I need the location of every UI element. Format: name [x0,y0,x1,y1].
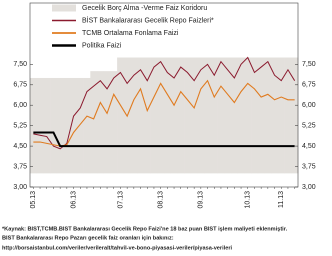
corridor [170,57,178,174]
corridor [83,77,91,174]
corridor [277,57,285,174]
plot-frame [29,2,299,188]
corridor [36,77,44,174]
x-tick-label: 09.13 [198,191,205,209]
y2-tick-label: 5,25 [302,123,316,130]
corridor [217,57,225,174]
x-tick-label: 08.13 [157,191,164,209]
y2-tick-label: 6,00 [302,102,316,109]
y-tick-label: 3,00 [13,184,27,191]
note: BIST Bankalararası Repo Pazarı gecelik f… [2,235,174,241]
x-tick-label: 11.13 [278,191,285,208]
y-tick-label: 4,50 [13,143,27,150]
corridor [291,57,299,174]
y2-tick-label: 3,75 [302,163,316,170]
y-tick-label: 6,00 [13,102,27,109]
corridor [184,57,192,174]
corridor [197,57,205,174]
corridor [177,57,185,174]
corridor [50,77,58,174]
corridor [210,57,218,174]
corridor [76,77,84,174]
y-tick-label: 6,75 [13,82,27,89]
legend-label: BİST Bankalararası Gecelik Repo Faizleri… [82,15,214,24]
y2-tick-label: 7,50 [302,61,316,68]
x-tick-label: 07.13 [117,191,124,209]
note: http://borsaistanbul.com/veriler/veriler… [2,245,232,251]
corridor [103,71,111,174]
line-series [33,131,295,148]
legend-label: Politika Faizi [82,42,122,49]
corridor [63,77,71,174]
legend-label: Gecelik Borç Alma -Verme Faiz Koridoru [82,5,207,12]
corridor [30,77,37,174]
corridor [90,71,98,174]
corridor [97,71,104,174]
corridor [284,57,292,174]
corridor [164,57,171,174]
corridor [157,57,165,174]
corridor [137,57,145,174]
corridor [117,57,125,174]
corridor [150,57,158,174]
y2-tick-label: 4,50 [302,143,316,150]
corridor [237,57,245,174]
legend-swatch [52,4,76,12]
corridor [244,57,252,174]
note: *Kaynak: BIST,TCMB.BIST Bankalararası Ge… [2,226,288,232]
y-tick-label: 3,75 [13,163,27,170]
x-tick-label: 06.13 [70,191,77,209]
x-tick-label: 05.13 [30,191,37,209]
corridor [204,57,212,174]
corridor [271,57,279,174]
corridor [224,57,232,174]
corridor [143,57,151,174]
y2-tick-label: 3,00 [302,184,316,191]
corridor [130,57,138,174]
y-tick-label: 5,25 [13,123,27,130]
corridor [264,57,272,174]
y-tick-label: 7,50 [13,61,27,68]
line-series [33,56,296,150]
corridor [43,77,51,174]
line-series [33,79,295,147]
corridor [190,57,198,174]
corridor [257,57,265,174]
y2-tick-label: 6,75 [302,82,316,89]
corridor [56,77,64,174]
corridor [251,57,259,174]
corridor [231,57,238,174]
corridor [110,71,118,174]
legend-label: TCMB Ortalama Fonlama Faizi [82,30,179,37]
x-tick-label: 10.13 [245,191,252,209]
corridor [70,77,78,174]
